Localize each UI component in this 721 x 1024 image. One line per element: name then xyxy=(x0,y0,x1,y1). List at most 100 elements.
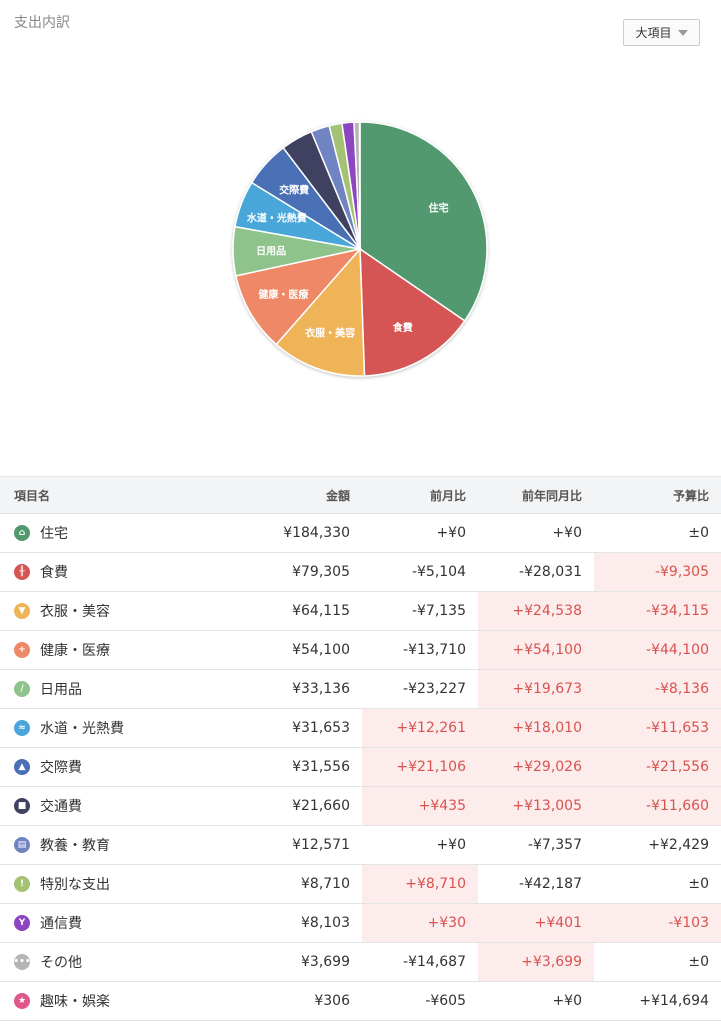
table-row[interactable]: ■ 交通費 ¥21,660 +¥435 +¥13,005 -¥11,660 xyxy=(0,787,721,826)
amount-cell: ¥21,660 xyxy=(292,798,350,814)
pie-slice-3 xyxy=(234,247,363,346)
table-row[interactable]: ▲ 交際費 ¥31,556 +¥21,106 +¥29,026 -¥21,556 xyxy=(0,748,721,787)
yoy-cell: +¥54,100 xyxy=(478,631,594,669)
mom-cell: +¥30 xyxy=(362,904,478,942)
amount-cell: ¥3,699 xyxy=(301,954,350,970)
shirt-icon: ▼ xyxy=(14,603,30,619)
yoy-cell: +¥18,010 xyxy=(478,709,594,747)
amount-cell: ¥33,136 xyxy=(292,681,350,697)
mom-cell: -¥7,135 xyxy=(411,603,466,619)
category-cell: ╫ 食費 xyxy=(0,553,247,591)
amount-cell: ¥31,653 xyxy=(292,720,350,736)
category-cell: ▲ 交際費 xyxy=(0,748,247,786)
building-icon: ▲ xyxy=(14,759,30,775)
category-cell: ▼ 衣服・美容 xyxy=(0,592,247,630)
yoy-cell: -¥28,031 xyxy=(519,564,582,580)
book-icon: ▤ xyxy=(14,837,30,853)
mom-cell: +¥12,261 xyxy=(362,709,478,747)
mom-cell: +¥435 xyxy=(362,787,478,825)
amount-cell: ¥79,305 xyxy=(292,564,350,580)
category-cell: ★ 趣味・娯楽 xyxy=(0,982,247,1020)
table-row[interactable]: Y 通信費 ¥8,103 +¥30 +¥401 -¥103 xyxy=(0,904,721,943)
amount-cell: ¥64,115 xyxy=(292,603,350,619)
faucet-icon: ≈ xyxy=(14,720,30,736)
yoy-cell: +¥19,673 xyxy=(478,670,594,708)
category-cell: ⌂ 住宅 xyxy=(0,514,247,552)
yoy-cell: -¥7,357 xyxy=(527,837,582,853)
pie-label: 交際費 xyxy=(279,183,309,196)
table-header: 項目名 金額 前月比 前年同月比 予算比 xyxy=(0,476,721,514)
category-name: 趣味・娯楽 xyxy=(40,994,110,1010)
pill-icon: ∕ xyxy=(14,681,30,697)
budget-cell: +¥14,694 xyxy=(639,993,709,1009)
home-icon: ⌂ xyxy=(14,525,30,541)
table-row[interactable]: ⌂ 住宅 ¥184,330 +¥0 +¥0 ±0 xyxy=(0,514,721,553)
category-name: 食費 xyxy=(40,565,68,581)
amount-cell: ¥184,330 xyxy=(283,525,350,541)
yoy-cell: +¥13,005 xyxy=(478,787,594,825)
amount-cell: ¥8,103 xyxy=(301,915,350,931)
header-mom: 前月比 xyxy=(429,488,466,503)
dropdown-label: 大項目 xyxy=(635,26,672,40)
pie-label: 住宅 xyxy=(429,202,449,215)
train-icon: ■ xyxy=(14,798,30,814)
category-name: 教養・教育 xyxy=(40,838,110,854)
category-cell: ∕ 日用品 xyxy=(0,670,247,708)
table-row[interactable]: ▤ 教養・教育 ¥12,571 +¥0 -¥7,357 +¥2,429 xyxy=(0,826,721,865)
budget-cell: +¥2,429 xyxy=(648,837,709,853)
amount-cell: ¥12,571 xyxy=(292,837,350,853)
mom-cell: -¥23,227 xyxy=(403,681,466,697)
header-yoy: 前年同月比 xyxy=(521,488,582,503)
mom-cell: +¥8,710 xyxy=(362,865,478,903)
category-name: 水道・光熱費 xyxy=(40,721,124,737)
budget-cell: -¥103 xyxy=(594,904,721,942)
table-row[interactable]: ••• その他 ¥3,699 -¥14,687 +¥3,699 ±0 xyxy=(0,943,721,982)
budget-cell: ±0 xyxy=(688,876,709,892)
header-budget: 予算比 xyxy=(672,488,709,503)
exclamation-icon: ! xyxy=(14,876,30,892)
mom-cell: -¥13,710 xyxy=(403,642,466,658)
amount-cell: ¥8,710 xyxy=(301,876,350,892)
amount-cell: ¥306 xyxy=(314,993,350,1009)
category-name: 健康・医療 xyxy=(40,643,110,659)
section-title: 支出内訳 xyxy=(14,15,70,31)
budget-cell: -¥8,136 xyxy=(594,670,721,708)
mom-cell: -¥605 xyxy=(425,993,466,1009)
table-row[interactable]: ▼ 衣服・美容 ¥64,115 -¥7,135 +¥24,538 -¥34,115 xyxy=(0,592,721,631)
fork-knife-icon: ╫ xyxy=(14,564,30,580)
category-cell: ■ 交通費 xyxy=(0,787,247,825)
dots-icon: ••• xyxy=(13,954,31,970)
budget-cell: ±0 xyxy=(688,954,709,970)
mom-cell: +¥0 xyxy=(436,837,466,853)
category-name: 衣服・美容 xyxy=(40,604,110,620)
caret-down-icon xyxy=(677,29,688,36)
pie-slice-1 xyxy=(359,247,466,377)
category-cell: Y 通信費 xyxy=(0,904,247,942)
mom-cell: -¥14,687 xyxy=(403,954,466,970)
category-cell: + 健康・医療 xyxy=(0,631,247,669)
budget-cell: -¥11,653 xyxy=(594,709,721,747)
category-cell: ••• その他 xyxy=(0,943,247,981)
antenna-icon: Y xyxy=(14,915,30,931)
yoy-cell: +¥401 xyxy=(478,904,594,942)
table-row[interactable]: ∕ 日用品 ¥33,136 -¥23,227 +¥19,673 -¥8,136 xyxy=(0,670,721,709)
table-row[interactable]: ! 特別な支出 ¥8,710 +¥8,710 -¥42,187 ±0 xyxy=(0,865,721,904)
category-name: 住宅 xyxy=(40,526,68,542)
yoy-cell: +¥3,699 xyxy=(478,943,594,981)
expense-table: 項目名 金額 前月比 前年同月比 予算比 ⌂ 住宅 ¥184,330 +¥0 +¥0 ±0… xyxy=(0,476,721,1021)
mom-cell: -¥5,104 xyxy=(411,564,466,580)
table-row[interactable]: ╫ 食費 ¥79,305 -¥5,104 -¥28,031 -¥9,305 xyxy=(0,553,721,592)
table-row[interactable]: + 健康・医療 ¥54,100 -¥13,710 +¥54,100 -¥44,100 xyxy=(0,631,721,670)
table-row[interactable]: ★ 趣味・娯楽 ¥306 -¥605 +¥0 +¥14,694 xyxy=(0,982,721,1021)
header-amount: 金額 xyxy=(325,488,350,503)
mom-cell: +¥0 xyxy=(436,525,466,541)
budget-cell: -¥21,556 xyxy=(594,748,721,786)
category-name: 交際費 xyxy=(40,760,82,776)
yoy-cell: +¥24,538 xyxy=(478,592,594,630)
category-level-dropdown[interactable]: 大項目 xyxy=(623,19,700,46)
pie-label: 日用品 xyxy=(256,246,286,258)
yoy-cell: +¥0 xyxy=(552,525,582,541)
budget-cell: ±0 xyxy=(688,525,709,541)
table-row[interactable]: ≈ 水道・光熱費 ¥31,653 +¥12,261 +¥18,010 -¥11,653 xyxy=(0,709,721,748)
